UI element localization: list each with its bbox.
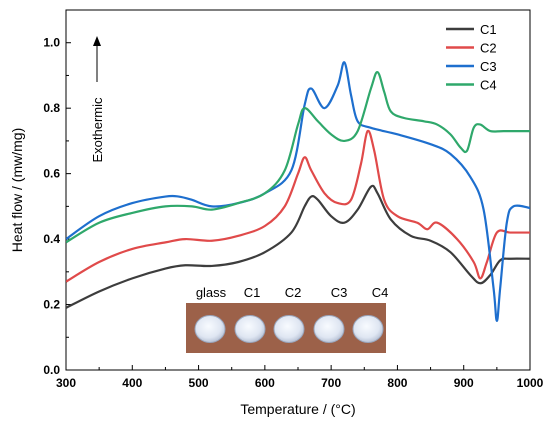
sample-disc-c2 bbox=[273, 315, 305, 343]
x-tick-label: 900 bbox=[454, 376, 474, 390]
sample-label-c3: C3 bbox=[331, 285, 348, 300]
sample-label-c1: C1 bbox=[244, 285, 261, 300]
x-axis-label: Temperature / (°C) bbox=[240, 401, 355, 417]
x-tick-label: 300 bbox=[56, 376, 76, 390]
series-layer bbox=[66, 61, 530, 323]
legend-label-c3: C3 bbox=[480, 59, 497, 74]
sample-disc-c3 bbox=[313, 315, 345, 343]
sample-disc-glass bbox=[194, 315, 226, 343]
y-tick-label: 0.2 bbox=[43, 298, 60, 312]
legend-label-c1: C1 bbox=[480, 22, 497, 37]
sample-disc-c1 bbox=[234, 315, 266, 343]
sample-label-c4: C4 bbox=[372, 285, 389, 300]
exothermic-label: Exothermic bbox=[90, 97, 105, 163]
series-line-c3 bbox=[66, 61, 530, 323]
sample-label-glass: glass bbox=[196, 285, 227, 300]
legend-label-c2: C2 bbox=[480, 41, 497, 56]
y-tick-label: 0.4 bbox=[43, 232, 60, 246]
legend: C1 C2 C3 C4 bbox=[446, 22, 497, 93]
y-tick-label: 0.6 bbox=[43, 167, 60, 181]
x-tick-label: 600 bbox=[255, 376, 275, 390]
series-line-c2 bbox=[66, 129, 530, 283]
sample-disc-c4 bbox=[352, 315, 384, 343]
series-line-c4 bbox=[66, 71, 530, 244]
exothermic-annotation: Exothermic bbox=[90, 36, 105, 163]
x-tick-label: 1000 bbox=[517, 376, 544, 390]
x-tick-label: 500 bbox=[189, 376, 209, 390]
x-axis: 300 400 500 600 700 800 900 1000 bbox=[56, 365, 544, 390]
x-tick-label: 700 bbox=[321, 376, 341, 390]
exothermic-arrow-icon bbox=[93, 36, 101, 46]
y-tick-label: 0.8 bbox=[43, 101, 60, 115]
y-axis: 0.0 0.2 0.4 0.6 0.8 1.0 bbox=[43, 9, 71, 377]
y-axis-label: Heat flow / (mw/mg) bbox=[9, 128, 25, 252]
sample-photo-inset: glass C1 C2 C3 C4 bbox=[186, 285, 388, 353]
x-tick-label: 800 bbox=[387, 376, 407, 390]
legend-label-c4: C4 bbox=[480, 78, 497, 93]
sample-label-c2: C2 bbox=[285, 285, 302, 300]
x-tick-label: 400 bbox=[122, 376, 142, 390]
series-line-c1 bbox=[66, 184, 530, 309]
y-tick-label: 1.0 bbox=[43, 36, 60, 50]
y-tick-label: 0.0 bbox=[43, 363, 60, 377]
